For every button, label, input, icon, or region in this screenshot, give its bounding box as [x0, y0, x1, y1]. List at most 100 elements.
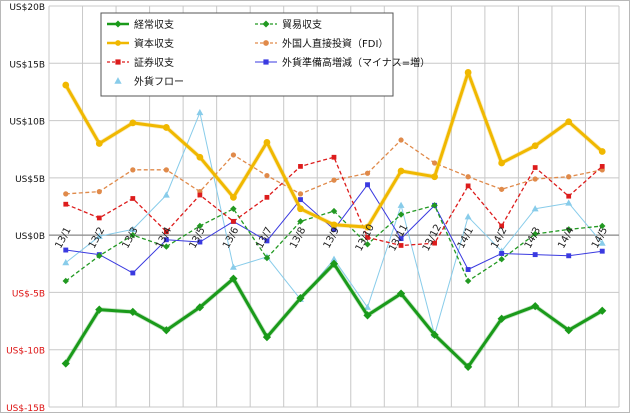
- data-point: [398, 137, 404, 143]
- axes: US$20B US$15B US$10B US$5B US$0B US$-5B US$-10…: [6, 3, 619, 413]
- y-tick-label: US$0B: [15, 232, 45, 242]
- data-point: [364, 241, 371, 248]
- data-point: [464, 69, 472, 76]
- data-point: [264, 172, 270, 179]
- data-point: [63, 201, 69, 207]
- data-point: [114, 20, 122, 28]
- data-point: [499, 186, 505, 192]
- data-point: [163, 229, 169, 235]
- legend-entry-4: 貿易収支: [255, 19, 322, 31]
- data-point: [263, 138, 271, 146]
- data-point: [566, 193, 572, 199]
- data-point: [329, 259, 339, 268]
- data-point: [297, 191, 304, 197]
- series-5: [63, 137, 605, 197]
- data-point: [531, 205, 539, 212]
- y-tick-label: US$-10B: [6, 347, 45, 357]
- data-point: [497, 314, 506, 323]
- data-point: [197, 192, 203, 198]
- series-4: [62, 202, 606, 285]
- data-point: [262, 333, 272, 342]
- legend-entry-3: 証券収支: [107, 56, 174, 69]
- data-point: [163, 237, 169, 243]
- data-point: [499, 251, 505, 256]
- data-point: [63, 247, 69, 253]
- legend-entry-5: 外国人直接投資（FDI）: [255, 37, 388, 50]
- data-point: [365, 235, 370, 240]
- series-6: [63, 182, 605, 276]
- data-point: [129, 231, 137, 239]
- data-point: [465, 267, 471, 272]
- data-point: [230, 193, 237, 201]
- data-point: [531, 302, 540, 311]
- data-point: [197, 239, 203, 245]
- data-point: [598, 148, 606, 155]
- legend-label: 証券収支: [134, 56, 174, 69]
- data-point: [364, 170, 371, 176]
- data-point: [566, 253, 572, 259]
- data-point: [61, 359, 70, 368]
- data-point: [431, 202, 438, 209]
- legend-box: [100, 12, 394, 97]
- data-point: [264, 238, 270, 244]
- legend-label: 経常収支: [134, 18, 174, 31]
- data-point: [263, 254, 271, 262]
- data-point: [330, 221, 338, 229]
- data-point: [598, 306, 607, 315]
- data-point: [532, 176, 538, 182]
- data-point: [96, 252, 103, 259]
- data-point: [95, 232, 103, 239]
- data-point: [364, 303, 371, 310]
- series-line: [65, 156, 603, 247]
- data-point: [432, 240, 437, 246]
- legend-label: 外国人直接投資（FDI）: [282, 37, 388, 50]
- data-point: [363, 311, 372, 320]
- y-tick-label: US$-5B: [12, 289, 45, 299]
- data-point: [531, 142, 539, 150]
- data-point: [464, 362, 473, 372]
- data-point: [263, 59, 269, 65]
- data-point: [229, 263, 237, 270]
- data-point: [114, 77, 122, 84]
- legend-label: 資本収支: [134, 37, 174, 50]
- data-point: [331, 177, 337, 183]
- data-point: [130, 270, 136, 276]
- y-tick-label: US$5B: [15, 175, 45, 185]
- legend-entry-2: 資本収支: [107, 37, 174, 50]
- data-point: [464, 213, 472, 220]
- data-point: [532, 165, 538, 170]
- data-point: [464, 277, 472, 285]
- data-point: [196, 222, 204, 230]
- y-tick-label: US$15B: [9, 60, 45, 70]
- data-point: [129, 225, 137, 232]
- data-point: [163, 243, 170, 250]
- data-point: [599, 164, 605, 169]
- data-point: [565, 226, 572, 233]
- data-point: [130, 167, 136, 173]
- data-point: [162, 124, 170, 131]
- data-point: [599, 248, 605, 254]
- data-point: [398, 236, 404, 242]
- data-point: [196, 153, 204, 161]
- legend-entry-1: 経常収支: [107, 18, 174, 31]
- data-point: [162, 326, 171, 335]
- series-3: [63, 154, 605, 248]
- data-point: [96, 215, 102, 221]
- legend-entry-7: 外貨フロー: [114, 75, 184, 88]
- data-point: [62, 259, 70, 266]
- data-point: [231, 219, 236, 224]
- data-point: [63, 191, 69, 197]
- data-point: [365, 182, 370, 188]
- data-point: [430, 330, 439, 339]
- data-point: [62, 277, 69, 285]
- y-tick-label: US$10B: [9, 118, 45, 128]
- legend-label: 貿易収支: [282, 19, 322, 31]
- y-tick-label: US$-15B: [6, 404, 45, 413]
- data-point: [498, 255, 505, 263]
- legend-entry-6: 外貨準備高増減（マイナス=増）: [255, 56, 430, 69]
- data-point: [397, 211, 405, 218]
- data-point: [297, 218, 304, 225]
- data-point: [499, 223, 505, 229]
- data-point: [498, 159, 506, 167]
